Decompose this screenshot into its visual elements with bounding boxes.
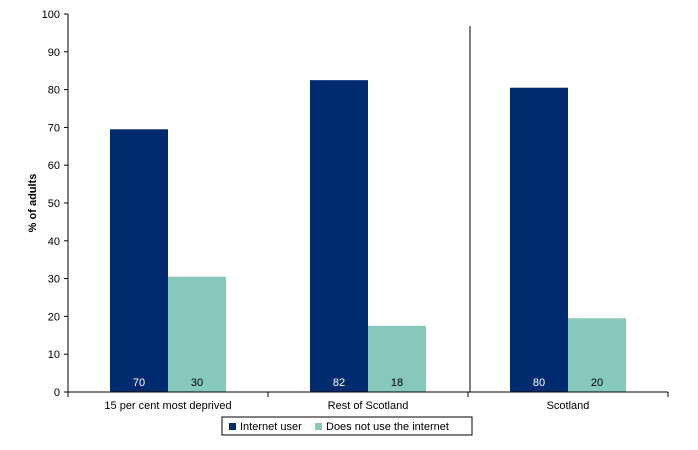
legend: Internet user Does not use the internet (221, 416, 473, 436)
y-axis-title: % of adults (27, 174, 39, 233)
bar-data-label: 70 (133, 377, 145, 389)
y-axis-ticks: 0 10 20 30 40 50 60 70 80 90 100 (42, 9, 68, 399)
legend-swatch-internet-user (229, 423, 236, 430)
legend-swatch-no-internet (315, 423, 322, 430)
bar-internet-user (110, 129, 168, 393)
data-labels: 70 30 82 18 80 20 (133, 377, 603, 389)
bar-data-label: 20 (591, 377, 603, 389)
legend-label-no-internet: Does not use the internet (326, 421, 449, 433)
y-tick-label: 90 (48, 47, 60, 59)
bar-data-label: 82 (333, 377, 345, 389)
y-tick-label: 0 (54, 387, 60, 399)
y-tick-label: 70 (48, 122, 60, 134)
bar-no-internet (168, 276, 226, 392)
y-tick-label: 50 (48, 198, 60, 210)
bar-internet-user (510, 87, 568, 393)
y-tick-label: 20 (48, 311, 60, 323)
bar-internet-user (310, 80, 368, 393)
bar-series (110, 80, 626, 393)
bar-data-label: 80 (533, 377, 545, 389)
y-tick-label: 30 (48, 274, 60, 286)
y-tick-label: 100 (42, 9, 60, 21)
legend-label-internet-user: Internet user (240, 421, 302, 433)
x-tick-label: 15 per cent most deprived (104, 400, 231, 412)
bar-no-internet (368, 325, 426, 392)
y-tick-label: 10 (48, 349, 60, 361)
x-axis-ticks: 15 per cent most deprived Rest of Scotlan… (67, 392, 669, 412)
y-tick-label: 60 (48, 160, 60, 172)
x-tick-label: Scotland (547, 400, 590, 412)
y-tick-label: 80 (48, 85, 60, 97)
bar-no-internet (568, 318, 626, 392)
y-tick-label: 40 (48, 236, 60, 248)
bar-data-label: 30 (191, 377, 203, 389)
bar-data-label: 18 (391, 377, 403, 389)
x-tick-label: Rest of Scotland (328, 400, 409, 412)
legend-box (221, 416, 473, 436)
